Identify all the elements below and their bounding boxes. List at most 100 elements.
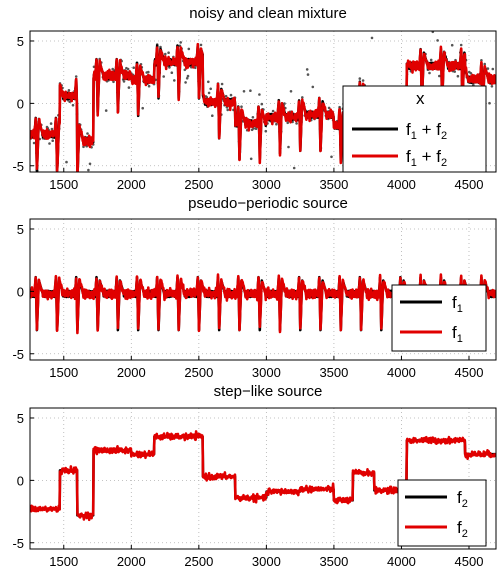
data-point [240, 105, 243, 108]
panel-1-ticks: 1500 2000 2500 3000 3500 4000 4500 -5 0 5 [12, 34, 483, 192]
data-point [271, 109, 275, 113]
x-tick-label: 2500 [184, 177, 213, 192]
data-point [164, 52, 167, 56]
data-point [126, 67, 130, 71]
panel-2-legend: f1 f1 [391, 284, 487, 352]
data-point [127, 86, 131, 89]
x-tick-label: 1500 [49, 554, 78, 569]
panel-1-legend: x f1 + f2 f1 + f2 [342, 85, 487, 173]
panel-2-ticks: 1500 2000 2500 3000 3500 4000 4500 -5 0 5 [12, 222, 483, 380]
data-point [493, 3, 496, 6]
x-tick-label: 3500 [319, 365, 348, 380]
data-point [456, 74, 460, 78]
x-tick-label: 3500 [319, 554, 348, 569]
data-point [436, 39, 439, 42]
x-tick-label: 2000 [117, 177, 146, 192]
y-tick-label: 5 [17, 411, 24, 426]
data-point [168, 66, 171, 69]
x-tick-label: 2000 [117, 365, 146, 380]
data-point [88, 162, 92, 166]
data-point [453, 70, 457, 73]
x-tick-label: 3000 [252, 177, 281, 192]
data-point [258, 93, 261, 96]
data-point [104, 109, 108, 112]
data-point [370, 36, 374, 40]
data-point [159, 45, 162, 49]
data-point [249, 157, 253, 161]
data-point [65, 160, 68, 164]
legend-entry-f1-plus-f2-clean: f1 + f2 [406, 120, 447, 142]
panel-step: step−like source 1500 2000 2500 3000 3500 400… [12, 383, 497, 569]
panel-1-series [30, 3, 496, 172]
legend-entry-f1-clean: f1 [452, 293, 463, 315]
data-point [122, 80, 126, 83]
x-tick-label: 4500 [455, 554, 484, 569]
data-point [327, 106, 331, 110]
data-point [48, 142, 51, 145]
data-point [249, 89, 252, 92]
data-point [184, 81, 187, 84]
y-tick-label: -5 [12, 159, 24, 174]
data-point [32, 141, 36, 145]
x-tick-label: 4000 [387, 554, 416, 569]
data-point [459, 43, 463, 47]
x-tick-label: 3000 [252, 554, 281, 569]
panel-3-series [30, 430, 496, 522]
data-point [242, 90, 246, 93]
data-point [429, 58, 433, 62]
data-point [68, 100, 71, 103]
panel-3-legend-box [397, 479, 487, 547]
panel-3-axes [29, 407, 497, 550]
panel-2-legend-box [391, 284, 487, 352]
data-point [311, 85, 315, 89]
data-point [480, 59, 483, 62]
data-point [162, 75, 165, 78]
data-point [170, 71, 174, 74]
x-tick-label: 4000 [387, 365, 416, 380]
x-tick-label: 2500 [184, 365, 213, 380]
data-point [338, 105, 341, 109]
data-point [207, 91, 211, 95]
data-point [82, 145, 85, 149]
data-point [330, 155, 333, 159]
data-point [220, 82, 224, 86]
data-point [147, 70, 150, 74]
data-point [226, 108, 229, 112]
data-point [295, 122, 298, 125]
data-point [301, 96, 304, 99]
data-point [260, 102, 264, 106]
data-point [87, 168, 90, 172]
x-tick-label: 1500 [49, 177, 78, 192]
y-tick-label: 5 [17, 34, 24, 49]
data-point [71, 103, 75, 107]
data-point [483, 62, 487, 66]
panel-3-title: step−like source [214, 383, 323, 400]
data-point [209, 87, 212, 91]
panel-1-axes [29, 30, 497, 173]
legend-entry-f1-estimate: f1 [452, 323, 463, 345]
data-point [275, 122, 278, 126]
y-tick-label: 0 [17, 284, 24, 299]
legend-entry-f1-plus-f2-estimate: f1 + f2 [406, 147, 447, 169]
series-line [30, 430, 496, 522]
data-point [50, 127, 54, 131]
data-point [160, 25, 163, 28]
data-point [173, 79, 176, 82]
data-point [254, 127, 258, 130]
data-point [358, 77, 362, 80]
data-point [186, 74, 190, 78]
data-point [207, 80, 210, 84]
panel-2-title: pseudo−periodic source [188, 195, 348, 212]
data-point [185, 77, 189, 80]
x-tick-label: 4500 [455, 177, 484, 192]
data-point [179, 41, 182, 44]
x-tick-label: 2000 [117, 554, 146, 569]
data-point [49, 122, 53, 125]
data-point [132, 66, 135, 69]
data-point [428, 71, 431, 75]
data-point [251, 116, 255, 119]
data-point [438, 74, 441, 78]
data-point [229, 93, 233, 97]
data-point [292, 166, 296, 170]
